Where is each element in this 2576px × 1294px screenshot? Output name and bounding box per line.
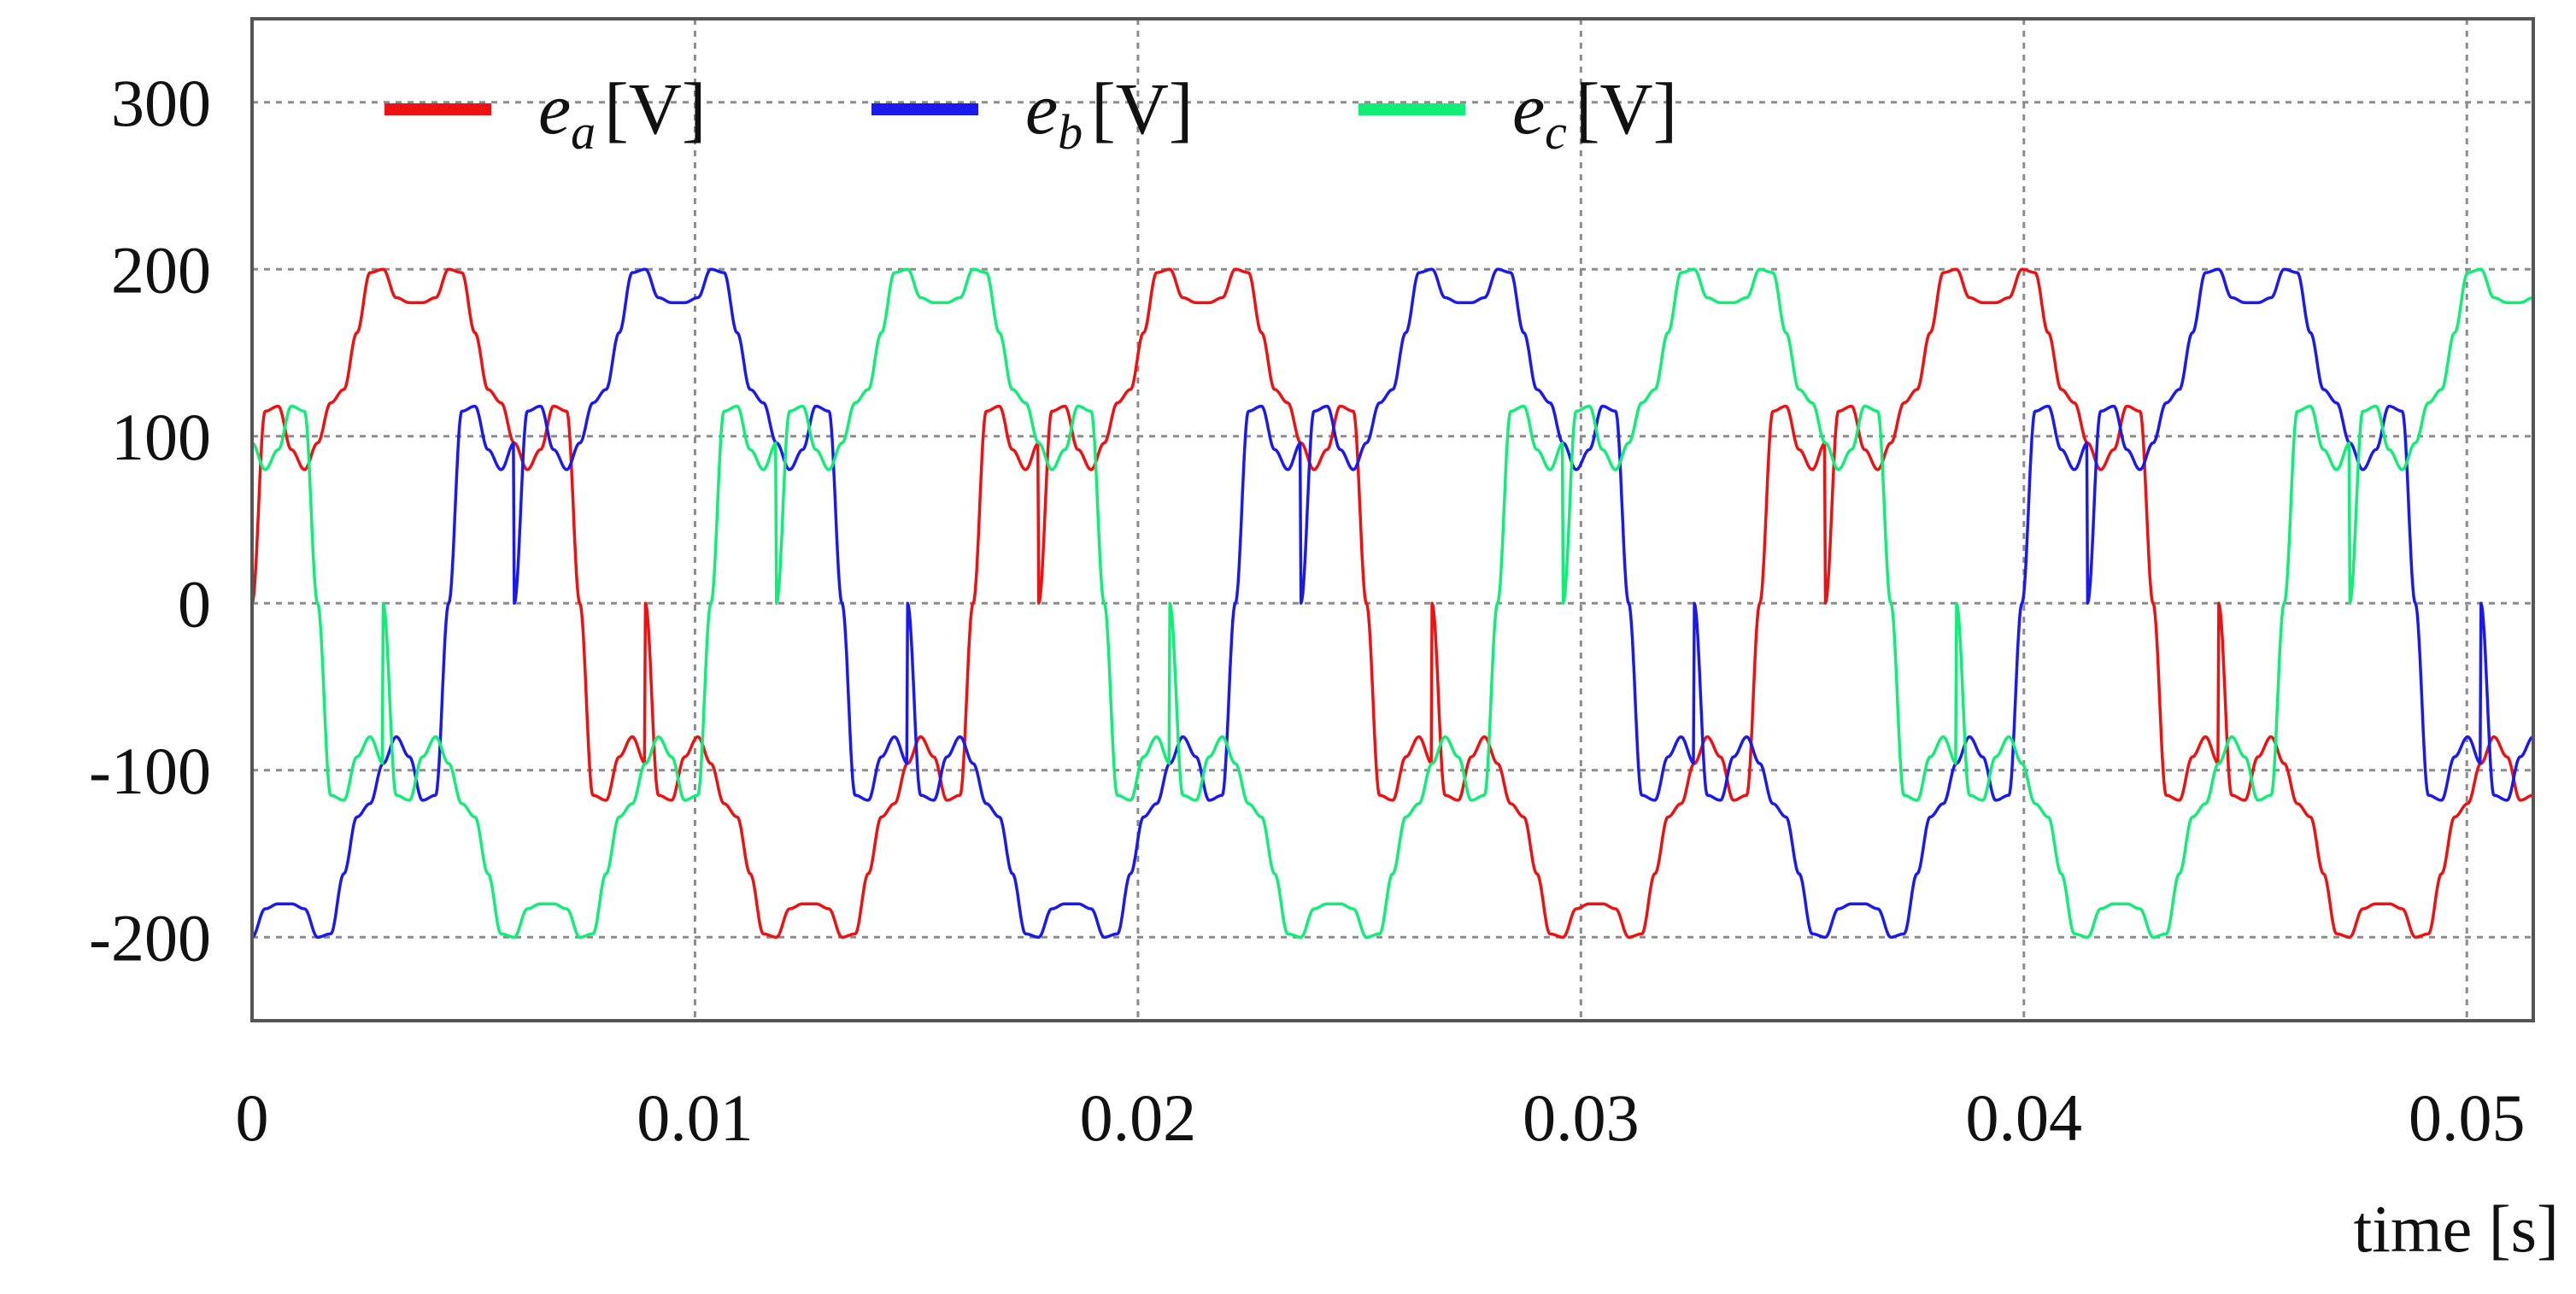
y-axis-ticks: 300 200 100 0 -100 -200 <box>89 66 211 975</box>
series-group <box>250 267 2534 939</box>
legend-label-a: ea [V] <box>538 67 707 160</box>
plot-frame <box>250 17 2535 1022</box>
series-line-c <box>251 267 2534 939</box>
x-axis-title: time [s] <box>2354 1192 2559 1266</box>
series-line-b <box>251 267 2534 939</box>
legend-label-b: eb [V] <box>1025 67 1194 160</box>
series-line-a <box>250 267 2534 939</box>
x-tick-label: 0.04 <box>1966 1080 2083 1155</box>
x-tick-label: 0.05 <box>2409 1080 2526 1155</box>
x-axis-ticks: 0 0.01 0.02 0.03 0.04 0.05 <box>236 1080 2526 1155</box>
y-tick-label: -100 <box>89 734 211 808</box>
y-tick-label: 200 <box>111 232 211 307</box>
y-tick-label: 300 <box>111 66 211 140</box>
x-tick-label: 0 <box>236 1080 269 1155</box>
grid <box>252 19 2533 1021</box>
y-tick-label: 0 <box>178 566 211 641</box>
x-tick-label: 0.03 <box>1523 1080 1640 1155</box>
legend: ea [V] eb [V] ec [V] <box>384 67 1677 160</box>
legend-label-c: ec [V] <box>1512 67 1677 160</box>
x-tick-label: 0.02 <box>1080 1080 1197 1155</box>
y-tick-label: 100 <box>111 400 211 474</box>
x-tick-label: 0.01 <box>637 1080 754 1155</box>
y-tick-label: -200 <box>89 900 211 975</box>
